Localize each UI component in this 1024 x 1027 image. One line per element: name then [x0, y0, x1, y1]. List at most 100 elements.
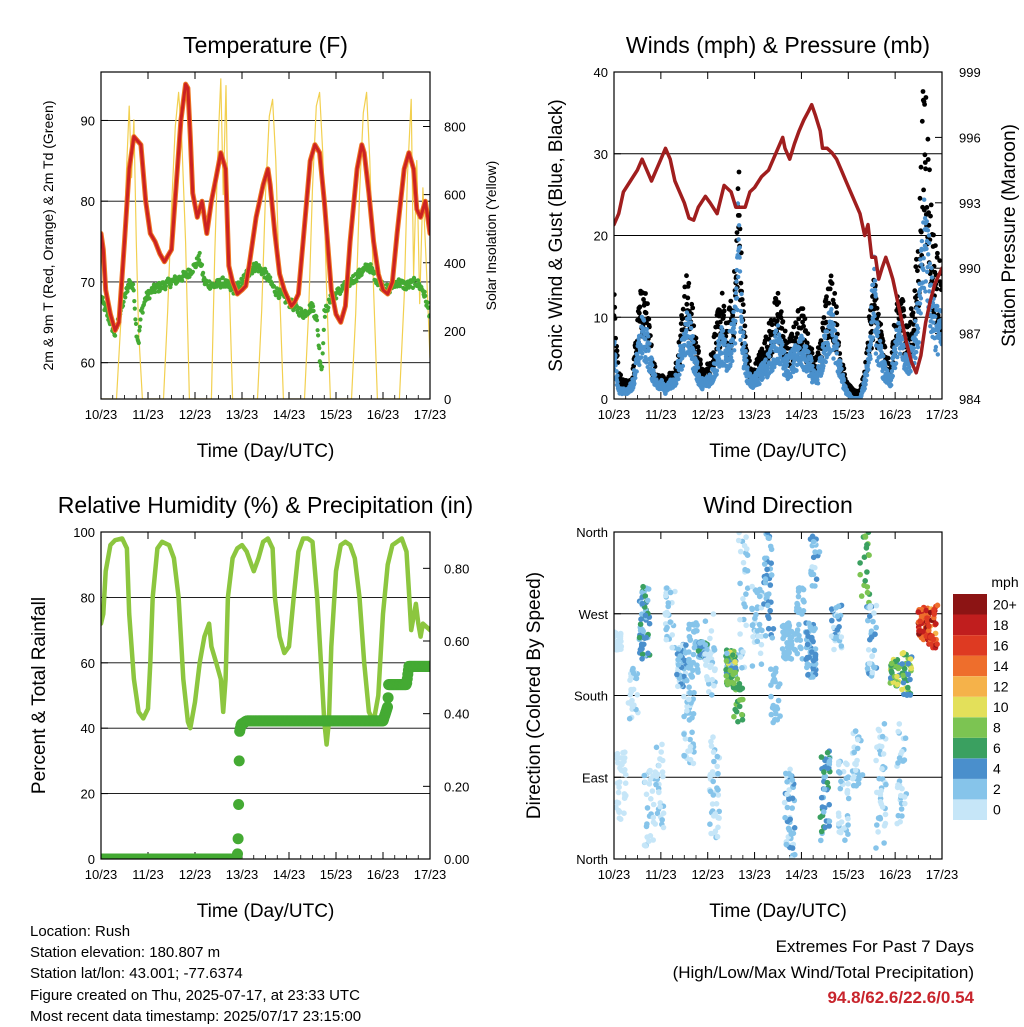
gust-point: [924, 95, 929, 100]
direction-point: [764, 567, 770, 573]
direction-point: [825, 750, 831, 756]
dewpoint-point: [138, 325, 142, 329]
wind-point: [763, 357, 767, 361]
wind-point: [642, 318, 646, 322]
direction-point: [860, 772, 866, 778]
wind-point: [736, 275, 740, 279]
x-tick-label: 10/23: [85, 867, 118, 882]
chart-title: Winds (mph) & Pressure (mb): [626, 32, 930, 58]
direction-point: [644, 792, 650, 798]
direction-point: [792, 647, 798, 653]
direction-point: [811, 555, 817, 561]
x-axis-label: Time (Day/UTC): [709, 441, 847, 462]
wind-point: [774, 328, 778, 332]
wind-point: [930, 275, 934, 279]
wind-point: [920, 239, 924, 243]
gust-point: [795, 331, 800, 336]
wind-point: [841, 373, 845, 377]
direction-point: [789, 805, 795, 811]
gust-point: [826, 301, 831, 306]
direction-point: [707, 653, 713, 659]
x-tick-label: 12/23: [179, 867, 212, 882]
direction-point: [686, 649, 692, 655]
direction-point: [822, 786, 828, 792]
gust-point: [928, 214, 933, 219]
direction-point: [730, 652, 736, 658]
direction-point: [755, 639, 761, 645]
direction-point: [821, 769, 827, 775]
x-tick-label: 13/23: [738, 407, 771, 422]
direction-point: [786, 625, 792, 631]
direction-point: [874, 822, 880, 828]
direction-point: [836, 759, 842, 765]
dewpoint-point: [201, 271, 205, 275]
wind-point: [929, 266, 933, 270]
wind-point: [935, 304, 939, 308]
direction-point: [686, 697, 692, 703]
direction-point: [640, 601, 646, 607]
dewpoint-point: [322, 328, 326, 332]
direction-point: [664, 625, 670, 631]
gust-point: [925, 205, 930, 210]
wind-point: [739, 326, 743, 330]
y2-tick-label: 984: [959, 392, 981, 407]
y2-tick-label: 0.20: [444, 779, 469, 794]
direction-point: [787, 817, 793, 823]
direction-point: [724, 651, 730, 657]
direction-point: [730, 672, 736, 678]
direction-point: [873, 845, 879, 851]
wind-point: [891, 374, 895, 378]
wind-point: [926, 228, 930, 232]
dewpoint-point: [180, 279, 184, 283]
wind-point: [744, 354, 748, 358]
direction-point: [638, 616, 644, 622]
direction-point: [749, 606, 755, 612]
direction-point: [686, 626, 692, 632]
direction-point: [616, 784, 622, 790]
direction-point: [869, 670, 875, 676]
y-tick-label: 20: [81, 787, 95, 802]
direction-point: [881, 840, 887, 846]
direction-point: [853, 728, 859, 734]
direction-point: [745, 568, 751, 574]
dewpoint-point: [131, 282, 135, 286]
direction-point: [654, 745, 660, 751]
y-tick-label: West: [579, 607, 609, 622]
wind-point: [739, 309, 743, 313]
dewpoint-point: [320, 365, 324, 369]
direction-point: [859, 593, 865, 599]
direction-point: [684, 678, 690, 684]
direction-point: [740, 717, 746, 723]
gust-point: [920, 119, 925, 124]
dewpoint-point: [326, 306, 330, 310]
direction-point: [711, 792, 717, 798]
direction-point: [838, 779, 844, 785]
direction-point: [676, 662, 682, 668]
dewpoint-point: [314, 315, 318, 319]
dewpoint-point: [317, 346, 321, 350]
direction-point: [877, 728, 883, 734]
wind-point: [650, 357, 654, 361]
direction-point: [665, 604, 671, 610]
wind-point: [721, 329, 725, 333]
y2-tick-label: 0: [444, 392, 451, 407]
direction-point: [853, 768, 859, 774]
direction-point: [740, 649, 746, 655]
direction-point: [766, 616, 772, 622]
wind-point: [895, 355, 899, 359]
wind-point: [831, 356, 835, 360]
wind-point: [875, 334, 879, 338]
direction-point: [622, 791, 628, 797]
wind-point: [645, 327, 649, 331]
wind-point: [889, 383, 893, 387]
direction-point: [757, 594, 763, 600]
gust-point: [918, 196, 923, 201]
direction-point: [810, 674, 816, 680]
gust-point: [829, 274, 834, 279]
wind-point: [647, 342, 651, 346]
direction-point: [780, 636, 786, 642]
rain-group: [96, 661, 436, 865]
direction-point: [639, 642, 645, 648]
wind-point: [925, 219, 929, 223]
